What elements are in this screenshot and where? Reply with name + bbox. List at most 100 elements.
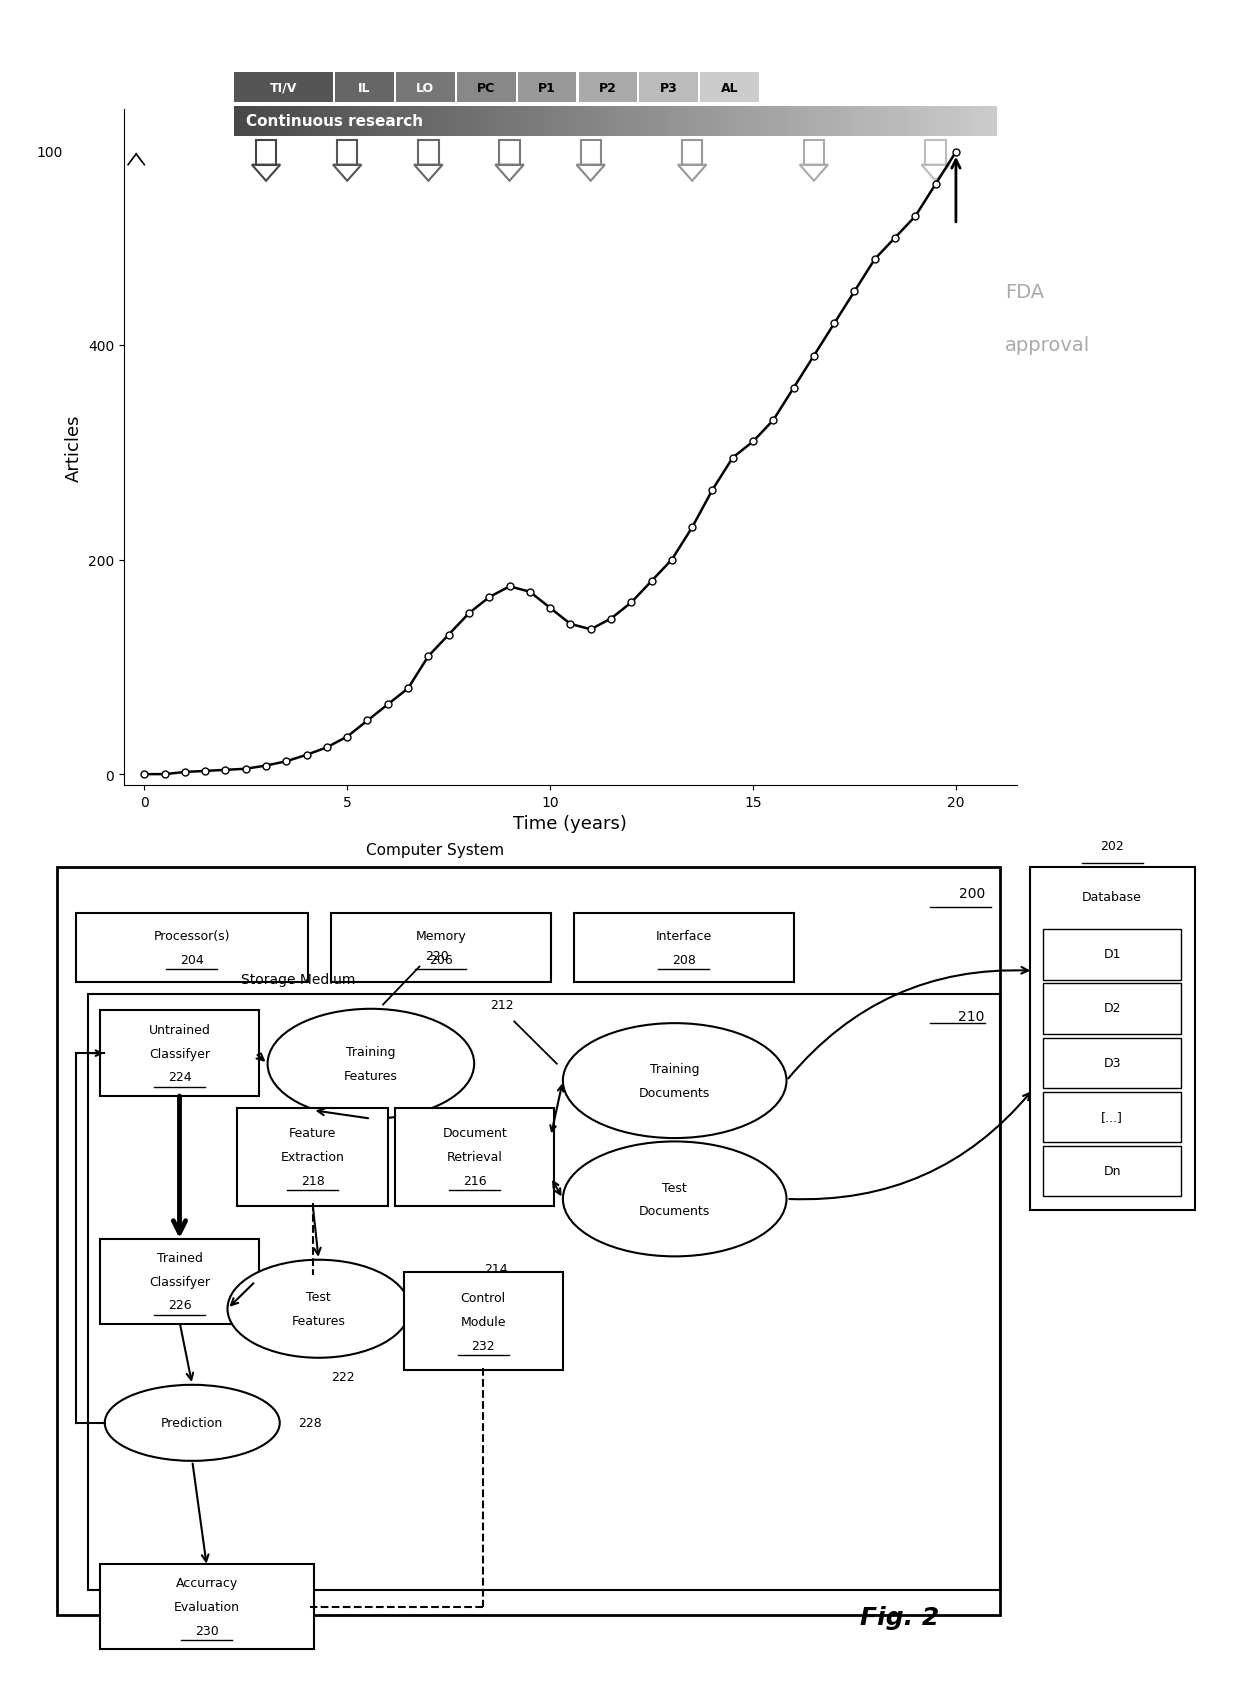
Bar [450,106,456,137]
Bar [786,106,794,137]
FancyBboxPatch shape [1029,868,1195,1209]
Text: 202: 202 [1100,839,1123,853]
Text: AL: AL [720,81,739,95]
Text: P3: P3 [660,81,678,95]
Bar [609,106,616,137]
Bar [399,106,405,137]
Bar [780,106,787,137]
Ellipse shape [268,1008,474,1118]
Text: TI/V: TI/V [269,81,296,95]
Bar [603,106,610,137]
Bar [291,106,298,137]
FancyBboxPatch shape [331,914,551,983]
Text: 228: 228 [298,1417,321,1429]
FancyBboxPatch shape [1043,983,1182,1034]
Bar [932,106,940,137]
Bar [386,106,393,137]
Bar [682,140,702,166]
Bar [882,106,889,137]
Bar [701,73,759,103]
Text: Processor(s): Processor(s) [154,929,229,942]
Text: [...]: [...] [1101,1110,1123,1123]
Text: 206: 206 [429,953,453,966]
Bar [621,106,629,137]
Bar [335,106,342,137]
Bar [570,106,578,137]
Ellipse shape [227,1260,409,1358]
Bar [869,106,877,137]
FancyBboxPatch shape [396,1108,554,1206]
Bar [908,106,915,137]
Bar [501,106,507,137]
Bar [926,106,934,137]
Text: 210: 210 [959,1010,985,1024]
Text: 230: 230 [195,1623,218,1637]
Ellipse shape [104,1385,280,1461]
Bar [749,106,755,137]
Text: Documents: Documents [639,1086,711,1100]
Bar [233,106,241,137]
Bar [743,106,749,137]
Text: 224: 224 [167,1071,191,1084]
Bar [678,106,686,137]
Bar [500,140,520,166]
Text: Features: Features [291,1314,346,1328]
Bar [322,106,330,137]
Bar [717,106,724,137]
Bar [278,106,285,137]
Bar [692,106,698,137]
Bar [475,106,482,137]
Bar [735,106,743,137]
Text: Accurracy: Accurracy [176,1576,238,1589]
Bar [469,106,476,137]
Text: Fig. 1: Fig. 1 [533,948,608,971]
Text: Test: Test [306,1290,331,1304]
Bar [812,106,820,137]
FancyBboxPatch shape [57,868,1001,1615]
Text: Database: Database [1083,892,1142,904]
Text: 212: 212 [490,998,513,1012]
Bar [965,106,972,137]
Text: Classifyer: Classifyer [149,1047,210,1061]
Bar [952,106,960,137]
Bar [456,106,464,137]
Bar [704,106,712,137]
Text: PC: PC [477,81,495,95]
Bar [660,106,667,137]
Bar [507,106,515,137]
Bar [800,106,806,137]
Bar [755,106,763,137]
Text: Control: Control [461,1292,506,1304]
Bar [863,106,870,137]
Bar [589,106,596,137]
Bar [804,140,825,166]
Bar [844,106,851,137]
Bar [580,140,601,166]
Text: Module: Module [460,1316,506,1328]
Bar [456,73,516,103]
Bar [304,106,311,137]
FancyBboxPatch shape [1043,1091,1182,1142]
Text: Extraction: Extraction [280,1150,345,1164]
Bar [265,106,273,137]
Bar [361,106,368,137]
FancyBboxPatch shape [76,914,308,983]
Text: 214: 214 [485,1263,508,1275]
Bar [579,73,637,103]
Text: Documents: Documents [639,1204,711,1218]
Bar [393,106,399,137]
Bar [424,106,432,137]
Bar [444,106,450,137]
Bar [761,106,769,137]
Text: D2: D2 [1104,1002,1121,1015]
Bar [684,106,692,137]
Bar [857,106,864,137]
Bar [272,106,279,137]
Bar [627,106,635,137]
Bar [564,106,572,137]
FancyBboxPatch shape [88,993,1001,1591]
Bar [481,106,489,137]
Bar [546,106,552,137]
Bar [367,106,374,137]
Bar [329,106,336,137]
